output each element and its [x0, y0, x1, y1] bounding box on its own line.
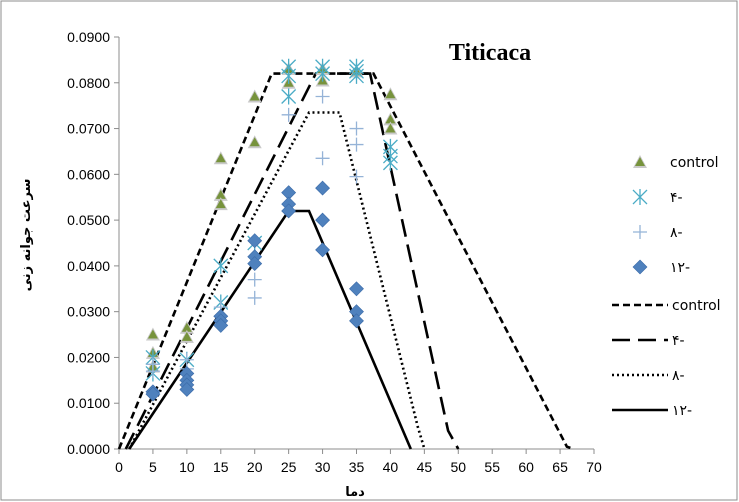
- data-point: [213, 197, 228, 211]
- y-tick-label: 0.0800: [67, 75, 110, 91]
- data-point: [349, 137, 364, 152]
- x-tick-label: 15: [213, 459, 229, 475]
- legend-marker: [632, 259, 648, 275]
- data-point: [349, 281, 364, 297]
- legend-label: ۱۲-: [672, 403, 692, 419]
- data-point: [315, 242, 330, 258]
- legend-marker: [633, 225, 647, 239]
- data-point: [179, 329, 194, 343]
- data-point: [349, 169, 364, 184]
- data-point: [213, 257, 229, 274]
- data-point: [179, 382, 195, 397]
- legend-item-line-3: ۱۲-: [612, 403, 692, 419]
- y-tick-label: 0.0200: [67, 349, 110, 365]
- data-point: [315, 151, 330, 166]
- data-point: [247, 256, 263, 272]
- data-point: [145, 364, 160, 379]
- data-point: [349, 67, 364, 84]
- y-tick-label: 0.0300: [67, 304, 110, 320]
- data-point: [213, 187, 228, 201]
- legend-label: control: [670, 155, 719, 171]
- x-tick-label: 10: [179, 459, 195, 475]
- data-point: [315, 180, 330, 196]
- x-tick-label: 40: [383, 459, 399, 475]
- legend-marker: [633, 155, 647, 168]
- data-point: [247, 135, 262, 149]
- x-tick-label: 0: [115, 459, 123, 475]
- legend-item-marker-0: control: [633, 155, 719, 171]
- data-point: [247, 290, 262, 305]
- x-tick-label: 60: [518, 459, 534, 475]
- axes: 0.0000 0.0100 0.0200 0.0300 0.0400 0.0500 0.06…: [67, 29, 602, 475]
- x-tick-label: 50: [450, 459, 466, 475]
- line-series-3: [128, 209, 412, 450]
- data-point: [383, 121, 398, 135]
- data-point: [145, 327, 160, 341]
- legend: control ۴- ۸- ۱۲- control ۴- ۸- ۱۲-: [612, 155, 721, 419]
- legend-item-line-2: ۸-: [612, 368, 685, 384]
- data-point: [349, 313, 364, 329]
- x-tick-label: 25: [281, 459, 297, 475]
- data-point: [383, 112, 398, 126]
- data-point: [383, 87, 398, 101]
- legend-label: ۴-: [672, 333, 685, 349]
- data-point: [349, 121, 364, 136]
- line-series-1: [124, 72, 460, 450]
- data-point: [281, 203, 297, 219]
- y-tick-label: 0.0100: [67, 395, 110, 411]
- data-point: [247, 89, 262, 103]
- legend-item-line-0: control: [612, 298, 721, 314]
- data-point: [281, 88, 297, 105]
- x-tick-label: 30: [315, 459, 331, 475]
- x-tick-label: 65: [552, 459, 568, 475]
- y-tick-label: 0.0900: [67, 29, 110, 45]
- chart-title: Titicaca: [449, 40, 531, 66]
- y-tick-label: 0.0000: [67, 441, 110, 457]
- data-point: [145, 386, 161, 402]
- data-point: [315, 89, 330, 104]
- x-tick-label: 20: [247, 459, 263, 475]
- x-tick-label: 35: [349, 459, 365, 475]
- scatter-series-3: [145, 180, 364, 402]
- legend-marker: [632, 189, 648, 205]
- legend-label: control: [672, 298, 721, 314]
- x-tick-label: 5: [149, 459, 157, 475]
- legend-label: ۸-: [672, 368, 685, 384]
- y-tick-label: 0.0700: [67, 121, 110, 137]
- data-point: [247, 233, 263, 249]
- x-tick-label: 55: [484, 459, 500, 475]
- legend-label: ۸-: [670, 225, 683, 241]
- legend-item-marker-2: ۸-: [633, 225, 683, 241]
- y-tick-label: 0.0400: [67, 258, 110, 274]
- y-axis-title: سرعت جوانه زنی: [19, 179, 34, 292]
- data-point: [315, 65, 331, 82]
- legend-label: ۴-: [670, 190, 683, 206]
- data-point: [213, 317, 229, 333]
- legend-item-marker-3: ۱۲-: [632, 259, 690, 276]
- legend-item-line-1: ۴-: [612, 333, 685, 349]
- data-point: [382, 154, 398, 171]
- data-point: [179, 320, 194, 334]
- data-points: [145, 58, 398, 402]
- legend-label: ۱۲-: [670, 260, 690, 276]
- data-point: [315, 212, 330, 228]
- x-axis-title: دما: [345, 485, 365, 500]
- x-tick-label: 45: [417, 459, 433, 475]
- data-point: [281, 67, 297, 84]
- y-tick-label: 0.0600: [67, 166, 110, 182]
- data-point: [247, 272, 262, 287]
- y-tick-label: 0.0500: [67, 212, 110, 228]
- legend-item-marker-1: ۴-: [632, 189, 683, 206]
- x-tick-label: 70: [586, 459, 602, 475]
- data-point: [281, 107, 296, 122]
- data-point: [213, 151, 228, 165]
